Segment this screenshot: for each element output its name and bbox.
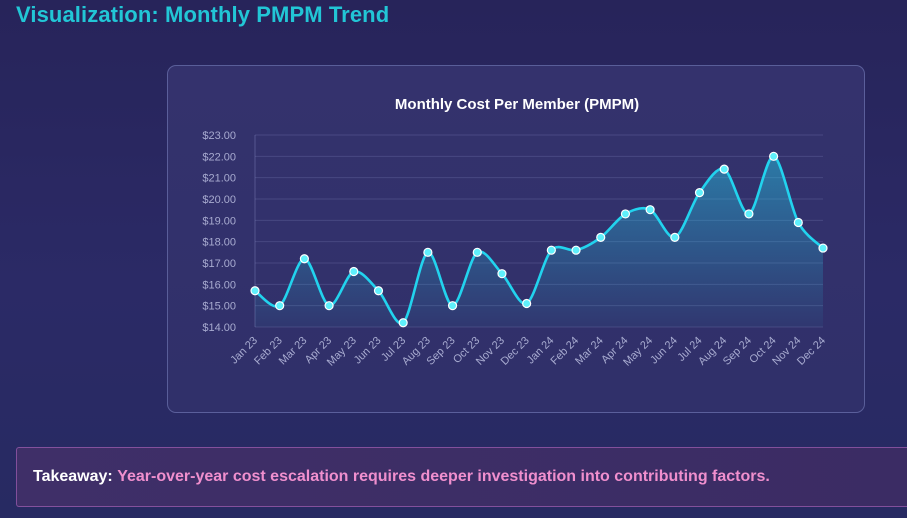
- y-tick-label: $14.00: [202, 322, 236, 334]
- data-point[interactable]: [398, 318, 408, 328]
- x-tick-label: Dec 24: [795, 335, 828, 368]
- data-points: [250, 151, 828, 328]
- data-point[interactable]: [472, 247, 482, 257]
- data-point[interactable]: [497, 269, 507, 279]
- x-tick-label: Dec 23: [499, 335, 532, 368]
- page-title: Visualization: Monthly PMPM Trend: [16, 2, 390, 27]
- y-tick-label: $18.00: [202, 237, 236, 249]
- chart-card: Monthly Cost Per Member (PMPM) $14.00 $15…: [167, 65, 865, 413]
- pmpm-line-chart: Monthly Cost Per Member (PMPM) $14.00 $15…: [202, 96, 828, 369]
- takeaway-text: Year-over-year cost escalation requires …: [117, 468, 770, 485]
- data-point[interactable]: [275, 301, 285, 311]
- y-tick-label: $19.00: [202, 215, 236, 227]
- y-tick-label: $23.00: [202, 130, 236, 142]
- data-point[interactable]: [324, 301, 334, 311]
- y-tick-label: $21.00: [202, 173, 236, 185]
- data-point[interactable]: [818, 243, 828, 253]
- series-area: [255, 156, 823, 327]
- x-tick-label: Jun 23: [352, 335, 384, 367]
- y-tick-label: $22.00: [202, 151, 236, 163]
- x-tick-label: Mar 24: [573, 335, 606, 368]
- data-point[interactable]: [645, 205, 655, 215]
- data-point[interactable]: [670, 232, 680, 242]
- x-tick-label: Mar 23: [277, 335, 310, 368]
- data-point[interactable]: [620, 209, 631, 219]
- data-point[interactable]: [744, 209, 754, 219]
- y-axis: $14.00 $15.00 $16.00 $17.00 $18.00 $19.00 $20.…: [202, 130, 236, 334]
- data-point[interactable]: [769, 151, 779, 161]
- y-tick-label: $16.00: [202, 279, 236, 291]
- x-tick-label: Jun 24: [648, 335, 680, 367]
- y-tick-label: $15.00: [202, 301, 236, 313]
- chart-title: Monthly Cost Per Member (PMPM): [395, 96, 639, 113]
- data-point[interactable]: [694, 187, 705, 198]
- data-point[interactable]: [423, 247, 433, 257]
- x-tick-label: Sep 24: [721, 335, 754, 368]
- data-point[interactable]: [447, 301, 458, 311]
- data-point[interactable]: [522, 298, 532, 309]
- y-tick-label: $17.00: [202, 258, 236, 270]
- data-point[interactable]: [793, 217, 803, 228]
- data-point[interactable]: [571, 245, 581, 255]
- x-tick-label: Sep 23: [425, 335, 458, 368]
- data-point[interactable]: [250, 286, 260, 296]
- data-point[interactable]: [299, 254, 309, 264]
- data-point[interactable]: [596, 232, 606, 242]
- data-point[interactable]: [349, 266, 359, 277]
- data-point[interactable]: [546, 245, 556, 255]
- takeaway-banner: Takeaway: Year-over-year cost escalation…: [16, 447, 907, 507]
- data-point[interactable]: [373, 286, 384, 296]
- y-tick-label: $20.00: [202, 194, 236, 206]
- data-point[interactable]: [719, 164, 729, 174]
- takeaway-label: Takeaway:: [33, 468, 113, 485]
